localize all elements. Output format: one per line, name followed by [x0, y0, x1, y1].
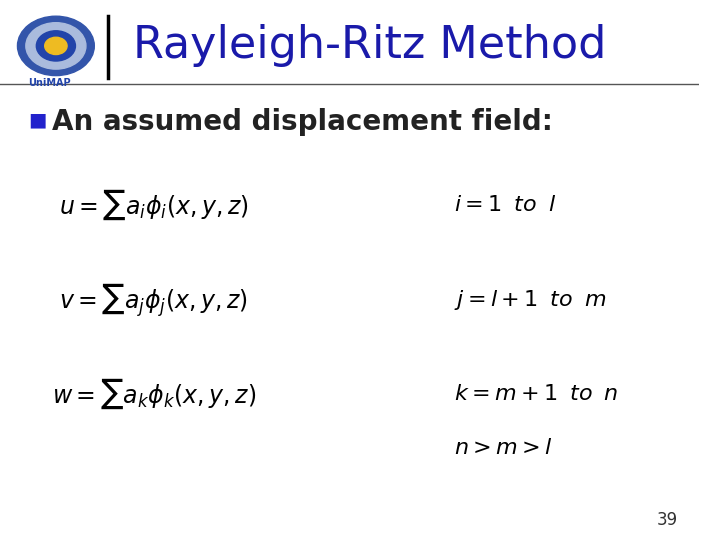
Text: $k = m+1 \;\; to \;\; n$: $k = m+1 \;\; to \;\; n$	[454, 384, 618, 404]
Text: UniMAP: UniMAP	[28, 78, 71, 89]
Text: $\blacksquare$: $\blacksquare$	[28, 112, 47, 131]
Circle shape	[26, 23, 86, 69]
Text: $i = 1 \;\; to \;\; l$: $i = 1 \;\; to \;\; l$	[454, 195, 557, 215]
Text: An assumed displacement field:: An assumed displacement field:	[53, 107, 553, 136]
Circle shape	[45, 37, 67, 55]
Text: $j = l+1 \;\; to \;\; m$: $j = l+1 \;\; to \;\; m$	[454, 288, 606, 312]
Text: Rayleigh-Ritz Method: Rayleigh-Ritz Method	[132, 24, 606, 68]
Text: $w = \sum a_k\phi_k(x, y, z)$: $w = \sum a_k\phi_k(x, y, z)$	[52, 377, 256, 411]
Text: 39: 39	[657, 511, 678, 529]
Text: $n > m > l$: $n > m > l$	[454, 438, 552, 458]
Circle shape	[17, 16, 94, 76]
Text: $v = \sum a_j\phi_j(x, y, z)$: $v = \sum a_j\phi_j(x, y, z)$	[59, 281, 248, 319]
Text: $u = \sum a_i\phi_i(x, y, z)$: $u = \sum a_i\phi_i(x, y, z)$	[58, 188, 248, 222]
Circle shape	[36, 31, 76, 61]
